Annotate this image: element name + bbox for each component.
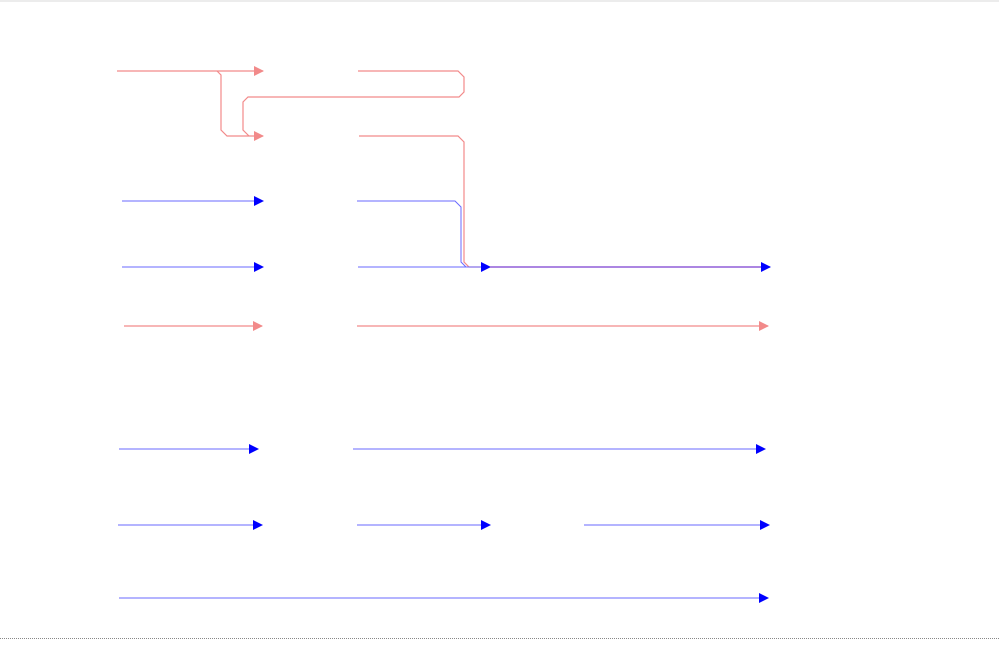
page-break-line [0, 638, 999, 639]
top-border [0, 0, 999, 2]
connector-red-loop[interactable] [242, 70, 465, 137]
connector-blue-row3-right[interactable] [357, 200, 480, 268]
connector-red-1b[interactable] [216, 70, 264, 141]
